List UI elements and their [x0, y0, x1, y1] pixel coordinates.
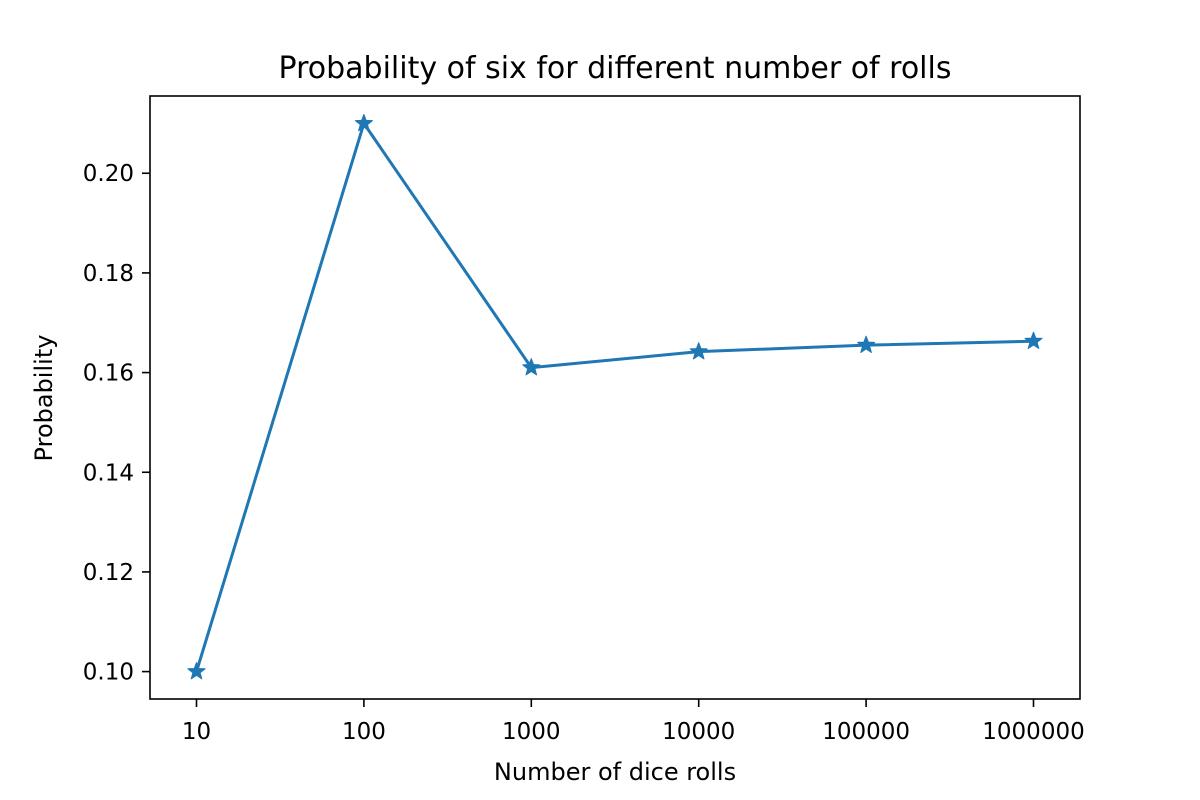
- x-tick-label: 1000000: [982, 719, 1084, 745]
- y-axis: 0.10 0.12 0.14 0.16 0.18 0.20: [83, 161, 150, 686]
- x-tick-label: 1000: [502, 719, 561, 745]
- chart-title: Probability of six for different number …: [279, 51, 952, 86]
- data-point-star: [1024, 331, 1043, 349]
- data-point-star: [187, 662, 206, 680]
- y-tick-label: 0.18: [83, 261, 134, 287]
- y-tick-label: 0.10: [83, 660, 134, 686]
- data-point-star: [522, 358, 541, 376]
- plot-frame: [149, 95, 1081, 700]
- x-tick-label: 100: [342, 719, 386, 745]
- data-point-star: [689, 342, 708, 360]
- x-tick-label: 10: [182, 719, 211, 745]
- y-tick-label: 0.16: [83, 361, 134, 387]
- y-tick-label: 0.20: [83, 161, 134, 187]
- y-tick-label: 0.14: [83, 460, 134, 486]
- x-tick-label: 10000: [662, 719, 735, 745]
- data-point-star: [857, 335, 876, 353]
- y-tick-label: 0.12: [83, 560, 134, 586]
- y-axis-label: Probability: [30, 335, 58, 462]
- x-axis-label: Number of dice rolls: [494, 758, 736, 786]
- x-tick-label: 100000: [822, 719, 910, 745]
- data-point-star: [354, 113, 373, 132]
- series-line: [195, 121, 1035, 674]
- series-group: [187, 113, 1043, 680]
- x-axis: 10 100 1000 10000 100000 1000000: [182, 699, 1085, 745]
